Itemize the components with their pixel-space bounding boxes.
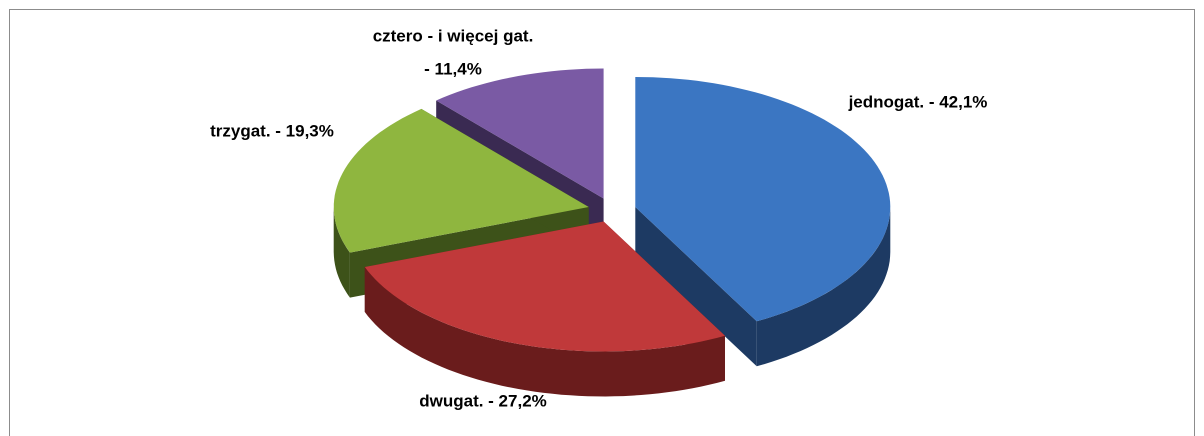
slice-side — [333, 207, 350, 298]
slice — [364, 221, 725, 352]
pie — [333, 68, 891, 397]
slice-side — [756, 207, 891, 367]
slice-cut-face — [635, 207, 757, 367]
slice — [436, 68, 604, 199]
slice — [635, 77, 891, 322]
data-label: trzygat. - 19,3% — [210, 121, 334, 140]
slice-side — [364, 267, 725, 397]
slice — [333, 108, 589, 253]
data-label: cztero - i więcej gat. — [373, 26, 534, 45]
data-label: dwugat. - 27,2% — [419, 391, 547, 410]
data-label: jednogat. - 42,1% — [848, 92, 988, 111]
data-label: - 11,4% — [424, 59, 482, 78]
labels: jednogat. - 42,1% dwugat. - 27,2% trzygat.… — [210, 26, 987, 410]
